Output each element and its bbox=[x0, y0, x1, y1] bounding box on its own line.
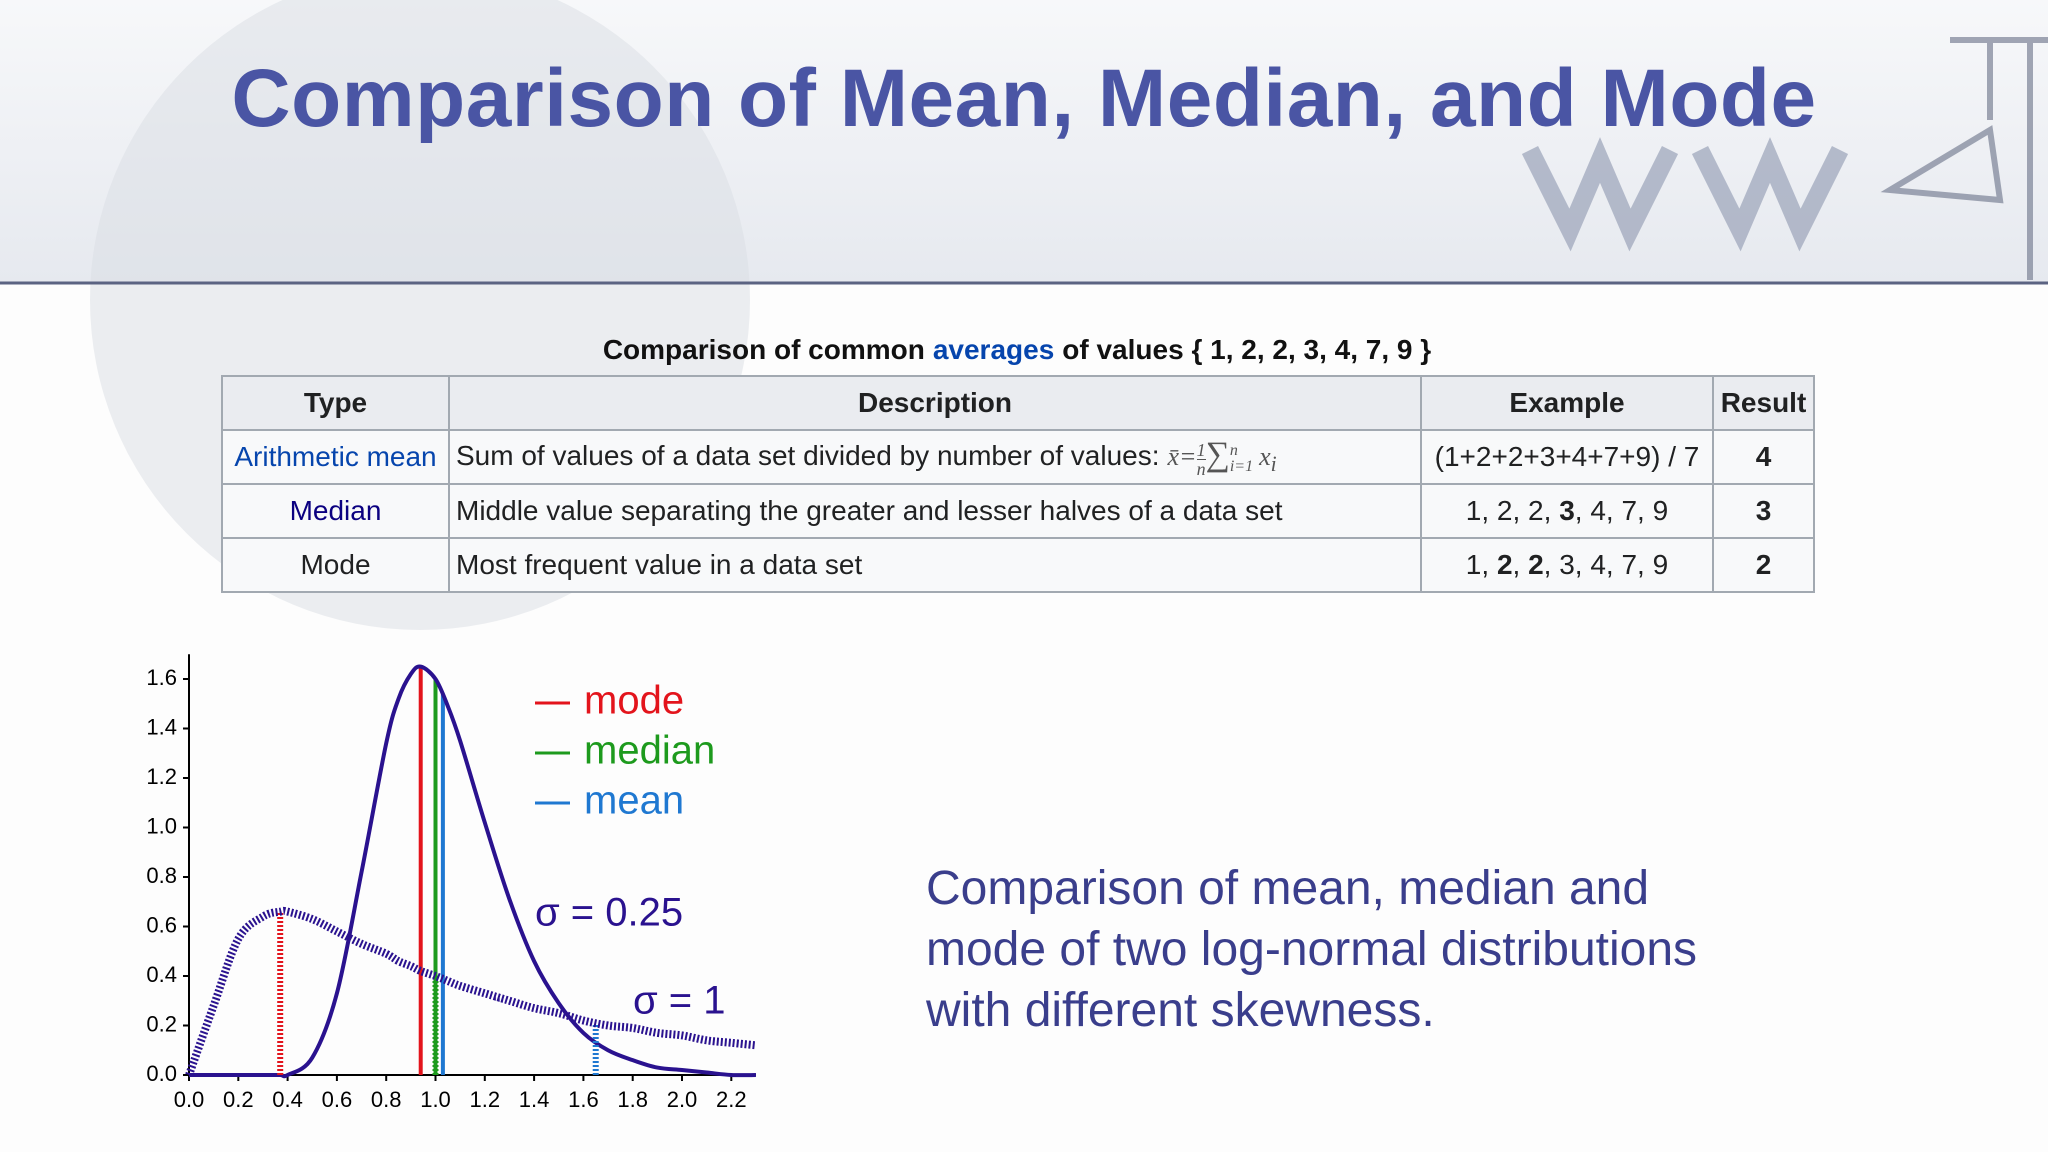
example-part: 2 bbox=[1496, 549, 1513, 580]
x-tick-label: 0.0 bbox=[174, 1087, 205, 1112]
example-part: 1, 2, 2, bbox=[1465, 495, 1560, 526]
y-tick-label: 0.2 bbox=[146, 1011, 177, 1036]
result-cell: 2 bbox=[1712, 537, 1815, 593]
caption-text: Comparison of common bbox=[602, 334, 925, 365]
x-tick-label: 0.4 bbox=[272, 1087, 303, 1112]
x-tick-label: 0.2 bbox=[223, 1087, 254, 1112]
formula: x̄= 1 n ∑ n i=1 xi bbox=[1167, 436, 1277, 478]
x-tick-label: 0.8 bbox=[371, 1087, 402, 1112]
description-cell: Most frequent value in a data set bbox=[448, 537, 1422, 593]
type-cell: Mode bbox=[221, 537, 450, 593]
y-tick-label: 0.4 bbox=[146, 962, 177, 987]
description-text: Sum of values of a data set divided by n… bbox=[456, 440, 1160, 472]
legend-label: mean bbox=[584, 779, 684, 823]
example-part: (1+2+2+3+4+7+9) / 7 bbox=[1434, 441, 1700, 472]
x-tick-label: 1.8 bbox=[617, 1087, 648, 1112]
example-part: 3 bbox=[1559, 495, 1575, 526]
logo-decoration bbox=[1521, 137, 1849, 252]
caption-link[interactable]: averages bbox=[932, 334, 1055, 365]
example-cell: 1, 2, 2, 3, 4, 7, 9 bbox=[1420, 483, 1714, 539]
y-tick-label: 1.4 bbox=[146, 714, 177, 739]
legend-label: median bbox=[584, 729, 715, 773]
column-header: Description bbox=[448, 375, 1422, 431]
y-tick-label: 1.6 bbox=[146, 665, 177, 690]
y-tick-label: 1.0 bbox=[146, 813, 177, 838]
result-cell: 4 bbox=[1712, 429, 1815, 485]
description-cell: Sum of values of a data set divided by n… bbox=[448, 429, 1422, 485]
x-tick-label: 1.6 bbox=[568, 1087, 599, 1112]
example-part: 1, bbox=[1465, 549, 1497, 580]
description: Comparison of mean, median and mode of tw… bbox=[926, 858, 1697, 1041]
y-tick-label: 0.0 bbox=[146, 1061, 177, 1086]
y-tick-label: 0.8 bbox=[146, 863, 177, 888]
series-label: σ = 1 bbox=[633, 979, 726, 1023]
example-part: , bbox=[1512, 549, 1529, 580]
column-header: Example bbox=[1420, 375, 1714, 431]
description-text: Middle value separating the greater and … bbox=[456, 495, 1283, 526]
x-tick-label: 1.4 bbox=[519, 1087, 550, 1112]
example-part: 2 bbox=[1528, 549, 1544, 580]
table-row: Median Middle value separating the greate… bbox=[221, 483, 1815, 539]
table-row: Mode Most frequent value in a data set 1, … bbox=[221, 537, 1815, 593]
averages-table: Type Description Example Result Arithmetic m… bbox=[221, 375, 1815, 593]
result-cell: 3 bbox=[1712, 483, 1815, 539]
x-tick-label: 0.6 bbox=[322, 1087, 353, 1112]
column-header: Type bbox=[221, 375, 450, 431]
formula-part: n bbox=[1229, 442, 1238, 460]
table-row: Arithmetic mean Sum of values of a data s… bbox=[221, 429, 1815, 485]
x-tick-label: 2.2 bbox=[716, 1087, 747, 1112]
example-part: , 4, 7, 9 bbox=[1574, 495, 1669, 526]
legend-label: mode bbox=[584, 679, 684, 723]
description-cell: Middle value separating the greater and … bbox=[448, 483, 1422, 539]
description-line: with different skewness. bbox=[926, 984, 1435, 1037]
x-tick-label: 2.0 bbox=[667, 1087, 698, 1112]
type-cell[interactable]: Arithmetic mean bbox=[221, 429, 450, 485]
caption-text: of values { 1, 2, 2, 3, 4, 7, 9 } bbox=[1062, 334, 1432, 365]
plot: 0.0 0.2 0.4 0.6 0.8 1.0 1.2 1.4 1.6 0.0 0.2 0.4 0.6 0… bbox=[146, 654, 757, 1112]
y-tick-label: 0.6 bbox=[146, 912, 177, 937]
slide-title: Comparison of Mean, Median, and Mode bbox=[231, 53, 1817, 144]
curve bbox=[189, 664, 756, 1079]
table-caption: Comparison of common averages of values … bbox=[221, 334, 1813, 366]
column-header: Result bbox=[1712, 375, 1815, 431]
header-row: Type Description Example Result bbox=[221, 375, 1815, 431]
formula-part: x bbox=[1259, 442, 1271, 472]
formula-part: i bbox=[1270, 452, 1277, 477]
description-line: mode of two log-normal distributions bbox=[926, 923, 1698, 976]
formula-part: n bbox=[1196, 458, 1206, 479]
x-tick-label: 1.0 bbox=[420, 1087, 451, 1112]
series-label: σ = 0.25 bbox=[535, 891, 683, 935]
description-line: Comparison of mean, median and bbox=[926, 862, 1650, 915]
crane-decoration bbox=[1880, 37, 2048, 280]
x-tick-label: 1.2 bbox=[470, 1087, 501, 1112]
type-cell[interactable]: Median bbox=[221, 483, 450, 539]
example-cell: (1+2+2+3+4+7+9) / 7 bbox=[1420, 429, 1714, 485]
formula-part: 1 bbox=[1196, 439, 1206, 460]
example-cell: 1, 2, 2, 3, 4, 7, 9 bbox=[1420, 537, 1714, 593]
formula-part: ∑ bbox=[1205, 436, 1230, 474]
example-part: , 3, 4, 7, 9 bbox=[1543, 549, 1669, 580]
description-text: Most frequent value in a data set bbox=[456, 549, 863, 580]
y-tick-label: 1.2 bbox=[146, 764, 177, 789]
sum-limits: n i=1 bbox=[1230, 443, 1253, 475]
formula-part: x̄= bbox=[1167, 442, 1197, 472]
formula-part: i=1 bbox=[1229, 458, 1254, 476]
